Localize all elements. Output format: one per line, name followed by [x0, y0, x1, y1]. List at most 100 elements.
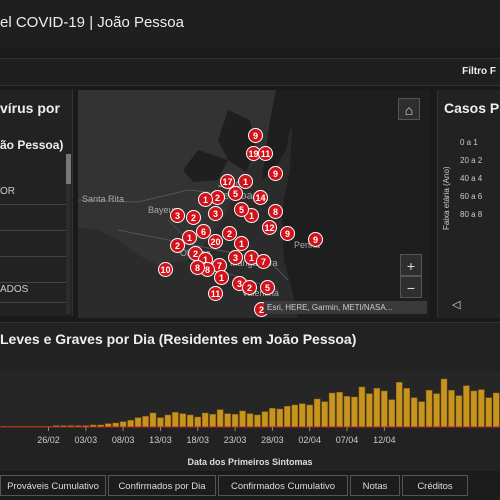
- chart-bar[interactable]: [134, 417, 142, 428]
- chart-bar[interactable]: [478, 389, 485, 428]
- tab-creditos[interactable]: Créditos: [402, 475, 468, 496]
- chart-bar[interactable]: [425, 390, 433, 428]
- case-pin[interactable]: 9: [308, 232, 323, 247]
- case-pin[interactable]: 8: [190, 260, 205, 275]
- chart-bar[interactable]: [276, 408, 284, 428]
- chart-bar[interactable]: [194, 416, 201, 428]
- chart-bar[interactable]: [239, 410, 246, 428]
- chart-bar[interactable]: [448, 390, 455, 428]
- chart-bar[interactable]: [216, 409, 224, 428]
- chart-bar[interactable]: [321, 401, 328, 428]
- case-pin[interactable]: 5: [234, 202, 249, 217]
- case-pin[interactable]: 5: [228, 186, 243, 201]
- chart-bar[interactable]: [403, 388, 410, 428]
- case-pin[interactable]: 17: [220, 174, 235, 189]
- chart-bar[interactable]: [149, 412, 157, 428]
- chart-bar[interactable]: [284, 406, 291, 428]
- chart-bar[interactable]: [328, 392, 336, 428]
- home-button[interactable]: ⌂: [398, 98, 420, 120]
- chart-bar[interactable]: [164, 414, 172, 428]
- chart-bar[interactable]: [299, 403, 306, 428]
- filter-label[interactable]: Filtro F: [462, 66, 496, 77]
- chart-bar[interactable]: [396, 382, 403, 428]
- case-pin[interactable]: 8: [268, 204, 283, 219]
- chart-bar[interactable]: [493, 392, 500, 428]
- chart-bar[interactable]: [388, 399, 396, 428]
- case-pin[interactable]: 11: [208, 286, 223, 301]
- chart-bar[interactable]: [187, 414, 194, 428]
- chart-bar[interactable]: [433, 393, 440, 428]
- chart-bar[interactable]: [179, 413, 187, 428]
- list-item[interactable]: [0, 258, 66, 283]
- chart-bar[interactable]: [261, 411, 269, 428]
- case-pin[interactable]: 1: [214, 270, 229, 285]
- chart-bar[interactable]: [373, 388, 381, 428]
- list-item[interactable]: [0, 302, 66, 316]
- chart-bar[interactable]: [336, 392, 343, 428]
- chart-bar[interactable]: [269, 408, 276, 428]
- chart-bar[interactable]: [418, 401, 425, 428]
- case-pin[interactable]: 19: [246, 146, 261, 161]
- case-pin[interactable]: 7: [256, 254, 271, 269]
- tab-confirmados-cumulativo[interactable]: Confirmados Cumulativo: [218, 475, 348, 496]
- chart-bar[interactable]: [381, 390, 388, 428]
- chart-bar[interactable]: [470, 390, 478, 428]
- zoom-out-button[interactable]: −: [400, 276, 422, 298]
- case-pin[interactable]: 2: [242, 280, 257, 295]
- chart-bar[interactable]: [291, 404, 299, 428]
- chart-bar[interactable]: [127, 420, 134, 428]
- case-pin[interactable]: 9: [280, 226, 295, 241]
- chart-bar[interactable]: [485, 397, 493, 428]
- chart-bar[interactable]: [209, 414, 216, 428]
- tab-provaveis-cumulativo[interactable]: Prováveis Cumulativo: [0, 475, 106, 496]
- list-item[interactable]: [0, 206, 66, 231]
- map-view[interactable]: Santa Rita Bayeux João Pessoa Oliveira M…: [78, 90, 430, 318]
- chart-bar[interactable]: [358, 386, 366, 428]
- chart-bar[interactable]: [410, 397, 418, 428]
- chevron-left-icon[interactable]: ◁: [452, 299, 461, 311]
- case-pin[interactable]: 20: [208, 234, 223, 249]
- zoom-in-button[interactable]: +: [400, 254, 422, 276]
- chart-bar[interactable]: [343, 396, 351, 428]
- case-pin[interactable]: 9: [268, 166, 283, 181]
- chart-bar[interactable]: [157, 417, 164, 428]
- chart-bar[interactable]: [142, 416, 149, 428]
- list-item[interactable]: [0, 232, 66, 257]
- case-pin[interactable]: 1: [234, 236, 249, 251]
- case-pin[interactable]: 12: [262, 220, 277, 235]
- case-pin[interactable]: 3: [170, 208, 185, 223]
- case-pin[interactable]: 1: [198, 192, 213, 207]
- case-pin[interactable]: 1: [238, 174, 253, 189]
- chart-bar[interactable]: [455, 395, 463, 428]
- case-pin[interactable]: 3: [228, 250, 243, 265]
- case-pin[interactable]: 9: [248, 128, 263, 143]
- chart-bar[interactable]: [463, 385, 470, 428]
- case-pin[interactable]: 3: [208, 206, 223, 221]
- case-pin[interactable]: 2: [170, 238, 185, 253]
- case-pin[interactable]: 11: [258, 146, 273, 161]
- chart-bar[interactable]: [119, 421, 127, 428]
- case-pin[interactable]: 1: [182, 230, 197, 245]
- case-pin[interactable]: 14: [253, 190, 268, 205]
- tab-confirmados-por-dia[interactable]: Confirmados por Dia: [108, 475, 216, 496]
- chart-bar[interactable]: [246, 413, 254, 428]
- case-pin[interactable]: 10: [158, 262, 173, 277]
- scrollbar-thumb[interactable]: [66, 154, 71, 184]
- left-panel-scrollbar[interactable]: [66, 154, 71, 314]
- case-pin[interactable]: 2: [186, 210, 201, 225]
- chart-bar[interactable]: [254, 414, 261, 428]
- chart-bar[interactable]: [440, 378, 448, 428]
- chart-bar[interactable]: [306, 404, 313, 428]
- list-item[interactable]: OR: [0, 180, 66, 205]
- chart-bar[interactable]: [112, 422, 119, 428]
- chart-bar[interactable]: [366, 393, 373, 428]
- chart-bar[interactable]: [224, 413, 231, 428]
- case-pin[interactable]: 6: [196, 224, 211, 239]
- chart-bar[interactable]: [201, 412, 209, 428]
- list-item[interactable]: ADOS: [0, 278, 66, 303]
- chart-bar[interactable]: [351, 396, 358, 428]
- case-pin[interactable]: 2: [222, 226, 237, 241]
- case-pin[interactable]: 5: [260, 280, 275, 295]
- chart-bar[interactable]: [231, 414, 239, 428]
- tab-notas[interactable]: Notas: [350, 475, 400, 496]
